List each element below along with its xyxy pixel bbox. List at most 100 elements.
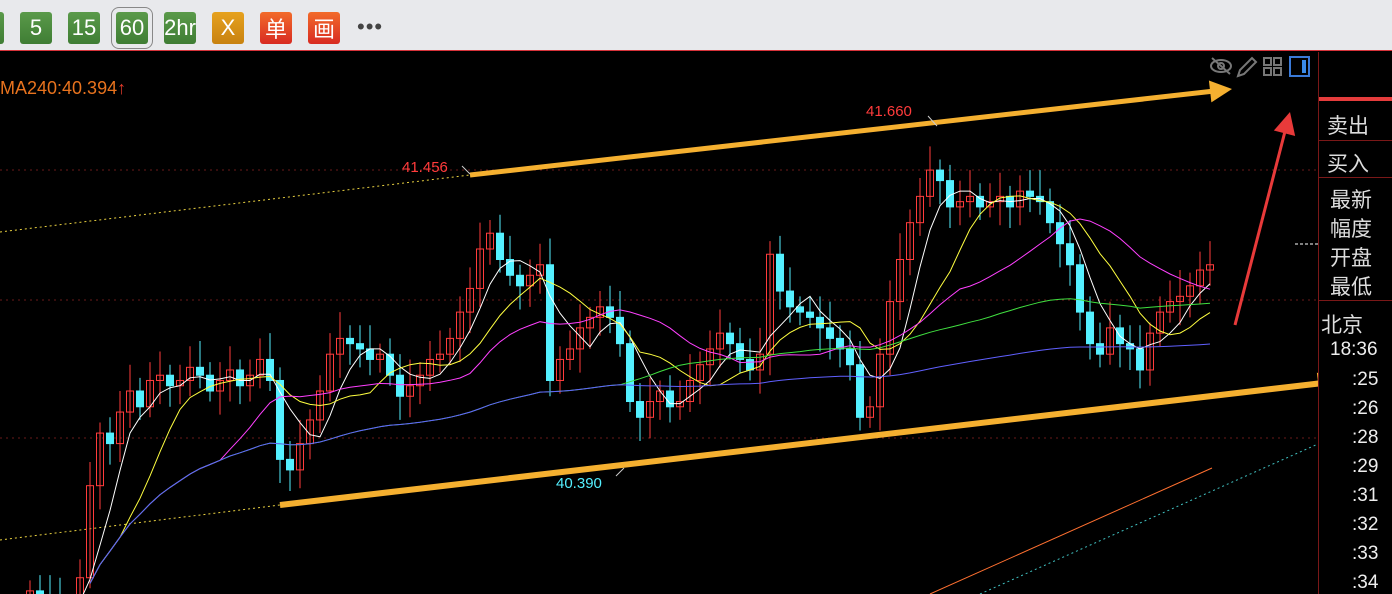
order-button[interactable]: 单 <box>260 12 292 44</box>
candle <box>876 353 884 408</box>
period-button-2hr[interactable]: 2hr <box>164 12 196 44</box>
candle <box>786 290 794 308</box>
ma120-line <box>89 343 1211 584</box>
candle <box>446 337 454 355</box>
period-button-60[interactable]: 60 <box>111 7 153 49</box>
candle <box>106 432 114 445</box>
label-pointer <box>615 467 625 477</box>
upper-arrow-head <box>1208 80 1232 103</box>
label-40390: 40.390 <box>556 475 602 492</box>
candle <box>1176 295 1184 303</box>
candle <box>676 401 684 408</box>
buy-label: 买入 <box>1327 153 1369 176</box>
draw-button[interactable]: 画 <box>308 12 340 44</box>
lower-arrow <box>279 380 1318 508</box>
pencil-icon[interactable] <box>1236 56 1258 78</box>
candle <box>1026 190 1034 197</box>
candle <box>906 222 914 260</box>
upper-trendline <box>0 174 471 233</box>
candle <box>616 316 624 345</box>
orange-line <box>929 467 1213 594</box>
candle <box>896 259 904 303</box>
candle <box>1076 264 1084 313</box>
candle <box>966 195 974 203</box>
panel-toggle-icon[interactable] <box>1289 56 1310 77</box>
lower-arrow-head <box>1316 372 1318 383</box>
candle <box>1186 285 1194 297</box>
time-tick: :29 <box>1352 456 1379 477</box>
open-label: 开盘 <box>1330 247 1372 270</box>
candle <box>186 366 194 381</box>
candle <box>886 301 894 355</box>
ma5-line <box>82 190 1211 594</box>
candle <box>1136 348 1144 371</box>
candle <box>1206 264 1214 271</box>
sell-label: 卖出 <box>1327 115 1369 138</box>
candle <box>686 379 694 403</box>
candle <box>516 274 524 287</box>
candle <box>1146 332 1154 371</box>
candle <box>356 343 364 350</box>
candle <box>576 327 584 350</box>
candle <box>1096 343 1104 355</box>
candle <box>726 332 734 345</box>
candle <box>1016 190 1024 208</box>
candle <box>626 343 634 403</box>
time-tick: :28 <box>1352 427 1379 448</box>
candle <box>426 358 434 376</box>
range-label: 幅度 <box>1330 218 1372 241</box>
city-label: 北京 <box>1321 314 1363 337</box>
period-button-5[interactable]: 5 <box>20 12 52 44</box>
candle <box>126 390 134 413</box>
chart-tools <box>1210 56 1310 78</box>
candle <box>236 369 244 387</box>
candle <box>806 311 814 318</box>
candle <box>396 374 404 397</box>
candle <box>216 379 224 392</box>
candle <box>116 411 124 445</box>
candle <box>916 195 924 224</box>
candle <box>796 306 804 313</box>
label-41660: 41.660 <box>866 103 912 120</box>
cyan-dotted-line <box>979 443 1318 594</box>
candlestick-chart[interactable]: 41.456 41.660 40.390 <box>0 52 1318 594</box>
period-button-15[interactable]: 15 <box>68 12 100 44</box>
candle <box>836 337 844 350</box>
ma60-line <box>89 298 1211 584</box>
more-button[interactable]: ••• <box>357 14 384 39</box>
candle <box>226 369 234 381</box>
candle <box>816 316 824 329</box>
candle <box>696 364 704 381</box>
period-button-partial[interactable] <box>0 12 4 44</box>
candle <box>986 201 994 208</box>
candle <box>1166 301 1174 313</box>
ma10-line <box>89 195 1211 584</box>
candle <box>76 577 84 594</box>
candle <box>286 458 294 471</box>
time-tick: :34 <box>1352 572 1379 593</box>
time-tick: :32 <box>1352 514 1379 535</box>
candle <box>556 358 564 381</box>
candle <box>716 332 724 350</box>
candle <box>436 353 444 360</box>
candle <box>826 327 834 339</box>
candle <box>936 169 944 182</box>
time-tick: :33 <box>1352 543 1379 564</box>
candle <box>496 232 504 260</box>
candle <box>996 195 1004 203</box>
candle <box>846 348 854 366</box>
candle <box>206 374 214 392</box>
grid-icon[interactable] <box>1263 57 1282 76</box>
label-41456: 41.456 <box>402 159 448 176</box>
candle <box>646 401 654 418</box>
x-button[interactable]: X <box>212 12 244 44</box>
ma20-line <box>89 218 1211 584</box>
candle <box>326 353 334 392</box>
candle <box>476 248 484 289</box>
label-pointer <box>461 165 471 175</box>
red-arrow-head <box>1273 112 1296 137</box>
candle <box>386 353 394 376</box>
eye-slash-icon[interactable] <box>1210 57 1232 75</box>
candle <box>766 253 774 355</box>
candle <box>1046 201 1054 224</box>
